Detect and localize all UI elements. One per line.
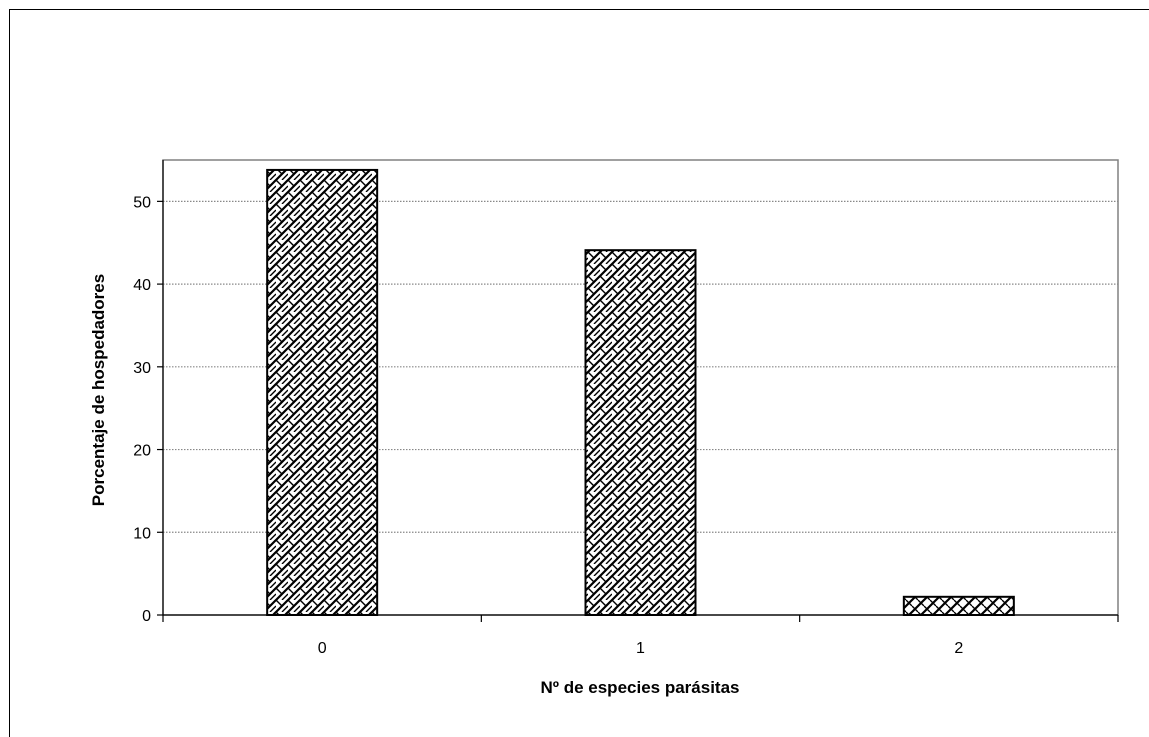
y-tick-label: 20 <box>133 443 151 460</box>
y-tick-label: 40 <box>133 277 151 294</box>
axes <box>162 160 1118 616</box>
y-tick-label: 10 <box>133 525 151 542</box>
y-tick-label: 0 <box>142 608 151 625</box>
bars <box>266 168 1015 616</box>
bar-2 <box>902 595 1015 616</box>
y-axis-title: Porcentaje de hospedadores <box>89 274 108 506</box>
y-axis-ticks: 0 10 20 30 40 50 <box>133 194 163 625</box>
bar-1 <box>584 249 697 616</box>
chart-frame <box>9 9 1149 737</box>
x-tick-label: 0 <box>318 640 327 657</box>
bar-0 <box>266 168 379 616</box>
x-tick-label: 2 <box>954 640 963 657</box>
x-axis-title: Nº de especies parásitas <box>541 678 740 697</box>
x-axis-ticks: 0 1 2 <box>162 615 1119 657</box>
y-tick-label: 30 <box>133 360 151 377</box>
x-tick-label: 1 <box>636 640 645 657</box>
y-tick-label: 50 <box>133 194 151 211</box>
